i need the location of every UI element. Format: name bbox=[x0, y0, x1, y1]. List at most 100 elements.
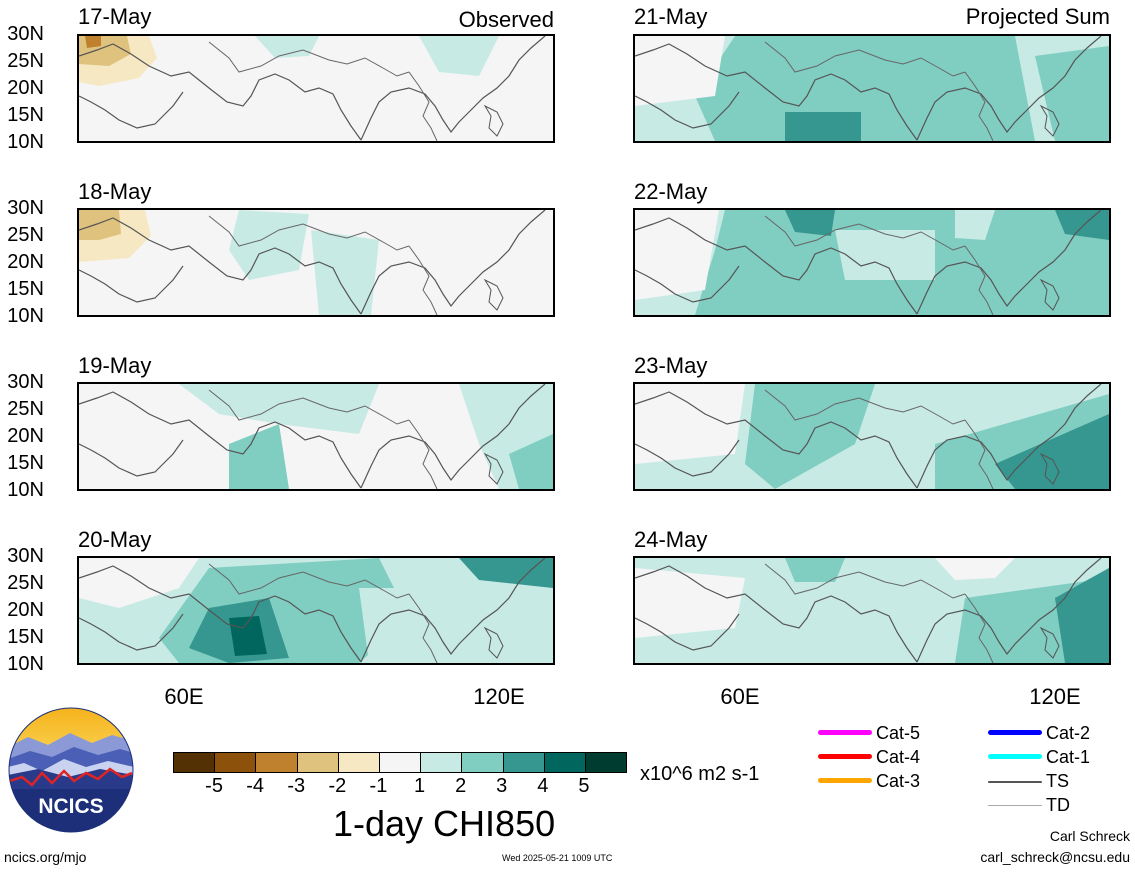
field-region bbox=[785, 558, 845, 582]
field-region bbox=[695, 36, 1035, 141]
field-region bbox=[635, 210, 719, 300]
country-border bbox=[408, 593, 438, 663]
coastline bbox=[79, 384, 546, 489]
field-region bbox=[635, 384, 745, 464]
field-region bbox=[459, 558, 553, 588]
lat-label-row4-4: 10N bbox=[7, 653, 44, 675]
coastline bbox=[635, 36, 1102, 141]
field-region bbox=[255, 36, 319, 58]
field-region bbox=[745, 384, 875, 489]
colorbar-swatch-0 bbox=[174, 753, 216, 772]
colorbar-tick-label: -1 bbox=[369, 775, 388, 797]
lat-label-row2-3: 15N bbox=[7, 278, 44, 300]
footer-timestamp: Wed 2025-05-21 1009 UTC bbox=[502, 853, 613, 863]
footer-email[interactable]: carl_schreck@ncsu.edu bbox=[980, 849, 1130, 865]
colorbar-swatch-4 bbox=[338, 753, 380, 772]
lon-label-120e-left: 120E bbox=[473, 684, 525, 709]
lat-label-row2-0: 30N bbox=[7, 197, 44, 219]
lat-label-row3-3: 15N bbox=[7, 452, 44, 474]
map-panel-22-may bbox=[633, 208, 1111, 317]
colorbar-tick-label: 4 bbox=[537, 775, 549, 797]
coastline bbox=[635, 613, 740, 651]
legend-line-cat-4 bbox=[818, 754, 872, 759]
field-region bbox=[1035, 46, 1109, 141]
country-border bbox=[208, 563, 410, 599]
field-region bbox=[79, 558, 199, 608]
country-border bbox=[208, 41, 410, 77]
legend-label-cat-1: Cat-1 bbox=[1046, 747, 1091, 767]
panel-date-projected-4: 24-May bbox=[634, 527, 708, 552]
coastline bbox=[635, 91, 740, 129]
legend-line-cat-2 bbox=[988, 730, 1042, 735]
field-region bbox=[229, 424, 289, 489]
country-border bbox=[964, 245, 994, 315]
lon-label-60e-left: 60E bbox=[164, 684, 204, 709]
field-region bbox=[1055, 210, 1109, 240]
field-region bbox=[635, 568, 745, 638]
colorbar-tick-label: -4 bbox=[246, 775, 265, 797]
island-outline bbox=[483, 626, 504, 659]
field-region bbox=[955, 210, 995, 240]
map-panel-21-may bbox=[633, 34, 1111, 143]
panel-date-projected-1: 21-May bbox=[634, 4, 708, 29]
footer-url[interactable]: ncics.org/mjo bbox=[4, 849, 87, 865]
lat-label-row1-3: 15N bbox=[7, 104, 44, 126]
colorbar-tick-label: -5 bbox=[205, 775, 223, 797]
map-panel-18-may bbox=[77, 208, 555, 317]
legend-line-cat-3 bbox=[818, 778, 872, 783]
map-panel-23-may bbox=[633, 382, 1111, 491]
lat-label-row3-2: 20N bbox=[7, 425, 44, 447]
lat-label-row4-3: 15N bbox=[7, 626, 44, 648]
coastline bbox=[635, 558, 1102, 663]
colorbar-units: x10^6 m2 s-1 bbox=[640, 763, 760, 785]
colorbar-swatch-7 bbox=[462, 753, 504, 772]
colorbar-swatch-3 bbox=[297, 753, 339, 772]
island-outline bbox=[1039, 278, 1060, 311]
colorbar-swatch-8 bbox=[503, 753, 545, 772]
island-outline bbox=[1039, 626, 1060, 659]
colorbar bbox=[173, 752, 627, 773]
plot-title: 1-day CHI850 bbox=[333, 803, 556, 844]
coastline bbox=[79, 210, 546, 315]
lat-label-row1-4: 10N bbox=[7, 131, 44, 153]
colorbar-tick-label: 5 bbox=[578, 775, 590, 797]
legend-line-ts bbox=[988, 781, 1042, 783]
coastline bbox=[635, 439, 740, 477]
field-region bbox=[229, 616, 267, 656]
field-region bbox=[359, 588, 439, 663]
field-region bbox=[179, 384, 379, 434]
country-border bbox=[408, 245, 438, 315]
field-region bbox=[311, 230, 379, 315]
observed-label: Observed bbox=[458, 7, 554, 32]
island-outline bbox=[483, 452, 504, 485]
lat-label-row3-4: 10N bbox=[7, 479, 44, 501]
colorbar-swatch-9 bbox=[544, 753, 586, 772]
panel-date-observed-3: 19-May bbox=[78, 353, 152, 378]
island-outline bbox=[1039, 452, 1060, 485]
country-border bbox=[764, 41, 966, 77]
colorbar-swatch-1 bbox=[215, 753, 257, 772]
country-border bbox=[208, 215, 410, 251]
panel-date-projected-2: 22-May bbox=[634, 179, 708, 204]
country-border bbox=[208, 389, 410, 425]
legend-label-ts: TS bbox=[1046, 771, 1070, 791]
lon-label-60e-right: 60E bbox=[720, 684, 760, 709]
lat-label-row4-1: 25N bbox=[7, 572, 44, 594]
projected-sum-label: Projected Sum bbox=[965, 4, 1110, 29]
country-border bbox=[764, 563, 966, 599]
lat-label-row3-0: 30N bbox=[7, 371, 44, 393]
map-panel-20-may bbox=[77, 556, 555, 665]
island-outline bbox=[483, 278, 504, 311]
panel-date-observed-1: 17-May bbox=[78, 4, 152, 29]
island-outline bbox=[1039, 104, 1060, 137]
country-border bbox=[964, 593, 994, 663]
lat-label-row1-0: 30N bbox=[7, 23, 44, 45]
legend-label-cat-3: Cat-3 bbox=[876, 771, 921, 791]
panel-date-projected-3: 23-May bbox=[634, 353, 708, 378]
country-border bbox=[764, 389, 966, 425]
lon-label-120e-right: 120E bbox=[1029, 684, 1081, 709]
legend-label-cat-2: Cat-2 bbox=[1046, 723, 1091, 743]
ncics-logo: NCICS bbox=[8, 707, 134, 833]
map-panel-17-may bbox=[77, 34, 555, 143]
coastline bbox=[79, 613, 184, 651]
